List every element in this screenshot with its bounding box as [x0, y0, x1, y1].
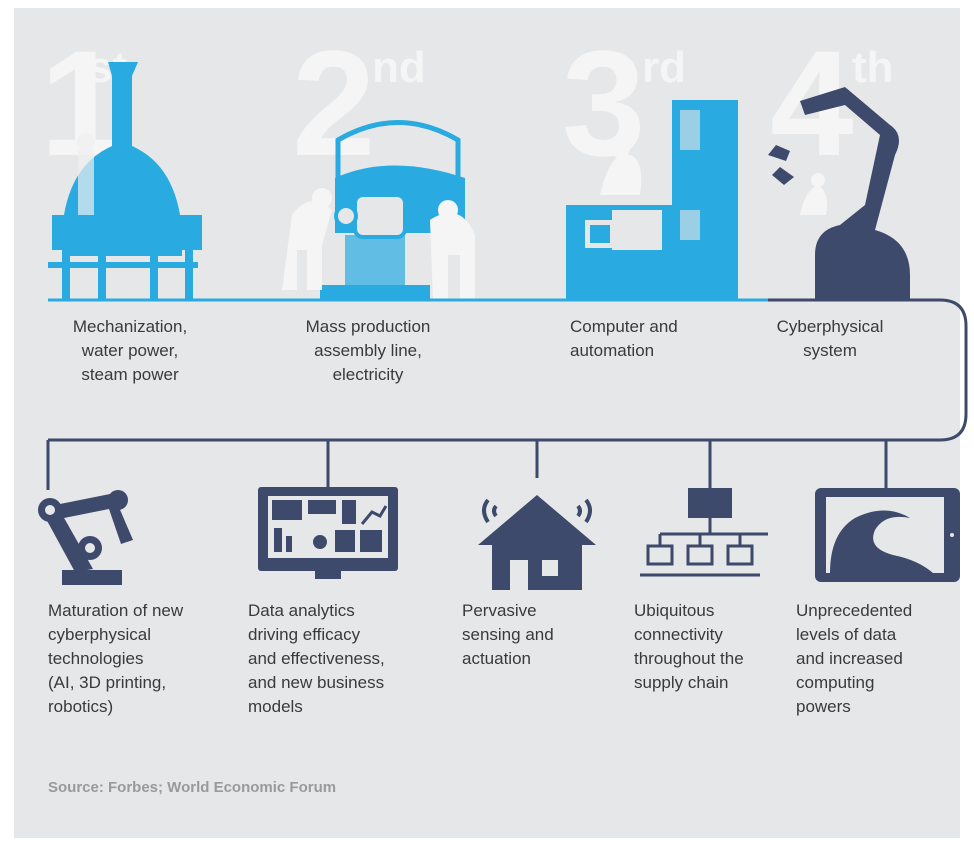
technology-label: levels of data: [796, 625, 897, 644]
revolution-label: Cyberphysical: [777, 317, 884, 336]
revolution-label: steam power: [81, 365, 179, 384]
technology-label: actuation: [462, 649, 531, 668]
technology-label: technologies: [48, 649, 143, 668]
technology-label: throughout the: [634, 649, 744, 668]
ordinal-suffix: rd: [642, 43, 686, 92]
technology-label: and effectiveness,: [248, 649, 385, 668]
revolution-label: Mechanization,: [73, 317, 187, 336]
revolution-label: electricity: [333, 365, 404, 384]
revolution-label: system: [803, 341, 857, 360]
revolution-label: assembly line,: [314, 341, 422, 360]
technology-label: and increased: [796, 649, 903, 668]
technology-label: and new business: [248, 673, 384, 692]
ordinal-number: 2: [292, 19, 375, 187]
technology-label: sensing and: [462, 625, 554, 644]
technology-label: computing: [796, 673, 874, 692]
technology-label: Maturation of new: [48, 601, 184, 620]
revolution-label: water power,: [81, 341, 178, 360]
revolution-label: Computer and: [570, 317, 678, 336]
infographic: 1 st 2 nd 3 rd 4 th: [0, 0, 974, 846]
revolution-label: Mass production: [306, 317, 431, 336]
revolution-label: automation: [570, 341, 654, 360]
technology-label: Unprecedented: [796, 601, 912, 620]
technology-label: connectivity: [634, 625, 723, 644]
technology-label: Ubiquitous: [634, 601, 714, 620]
monitor-icon: [258, 487, 398, 579]
house-icon: [478, 495, 596, 590]
ordinal-suffix: nd: [372, 43, 426, 92]
technology-label: driving efficacy: [248, 625, 361, 644]
technology-label: Pervasive: [462, 601, 537, 620]
ordinal-suffix: th: [852, 43, 894, 92]
technology-label: cyberphysical: [48, 625, 151, 644]
source: Source: Forbes; World Economic Forum: [48, 779, 336, 796]
technology-label: Data analytics: [248, 601, 355, 620]
technology-label: powers: [796, 697, 851, 716]
technology-label: (AI, 3D printing,: [48, 673, 166, 692]
technology-label: supply chain: [634, 673, 729, 692]
technology-label: models: [248, 697, 303, 716]
tablet-icon: [815, 488, 960, 582]
technology-label: robotics): [48, 697, 113, 716]
